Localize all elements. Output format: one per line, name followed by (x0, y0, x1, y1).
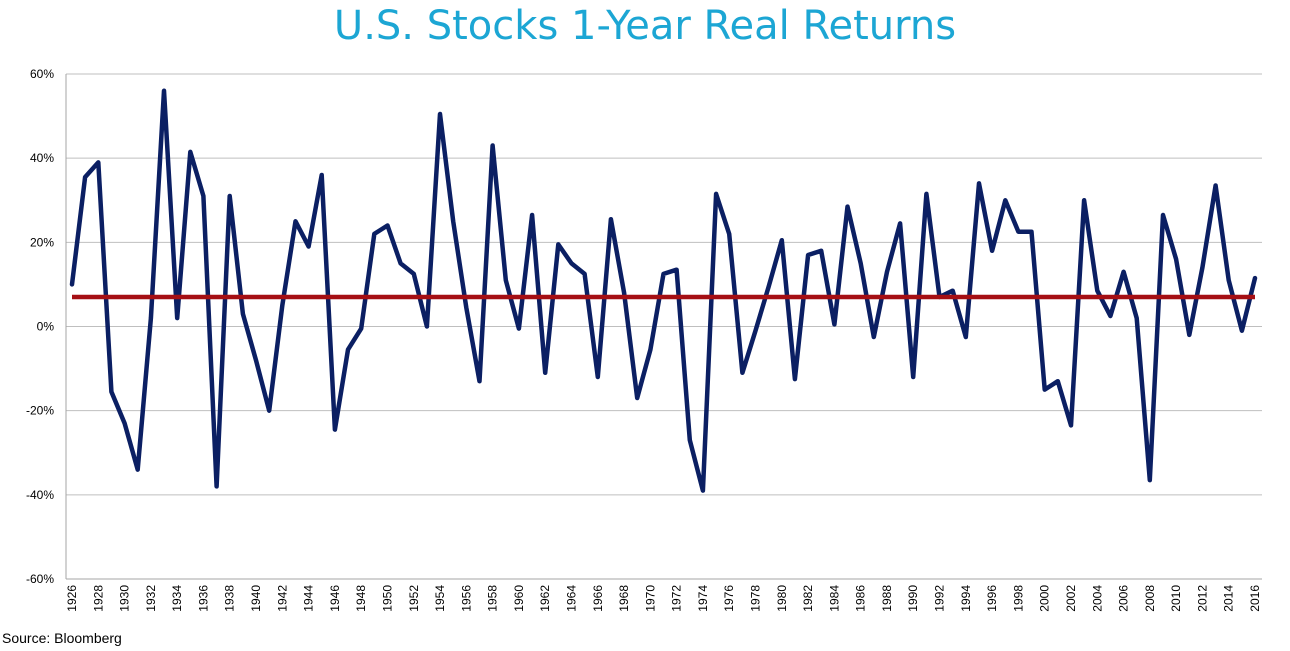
x-tick-label: 1962 (538, 585, 552, 612)
x-tick-label: 1964 (564, 585, 578, 612)
x-tick-label: 1936 (196, 585, 210, 612)
x-tick-label: 1968 (617, 585, 631, 612)
x-tick-label: 1938 (223, 585, 237, 612)
x-tick-label: 1958 (486, 585, 500, 612)
x-tick-label: 1976 (722, 585, 736, 612)
x-tick-label: 1998 (1011, 585, 1025, 612)
y-tick-label: 20% (30, 235, 54, 249)
x-tick-label: 2002 (1064, 585, 1078, 612)
x-tick-label: 1934 (170, 585, 184, 612)
x-tick-label: 1966 (591, 585, 605, 612)
x-tick-label: 1956 (459, 585, 473, 612)
y-tick-label: 0% (37, 320, 55, 334)
x-tick-label: 1928 (91, 585, 105, 612)
x-tick-label: 2012 (1195, 585, 1209, 612)
x-tick-label: 1978 (749, 585, 763, 612)
x-tick-label: 1970 (643, 585, 657, 612)
x-tick-label: 1972 (670, 585, 684, 612)
x-tick-label: 1982 (801, 585, 815, 612)
x-tick-label: 1986 (854, 585, 868, 612)
x-tick-label: 1930 (118, 585, 132, 612)
x-tick-label: 1952 (407, 585, 421, 612)
x-tick-label: 1948 (354, 585, 368, 612)
x-tick-label: 2008 (1143, 585, 1157, 612)
x-tick-label: 1944 (302, 585, 316, 612)
x-tick-label: 2014 (1222, 585, 1236, 612)
x-tick-label: 1942 (275, 585, 289, 612)
x-tick-label: 2010 (1169, 585, 1183, 612)
x-tick-label: 1926 (65, 585, 79, 612)
x-tick-label: 2000 (1038, 585, 1052, 612)
chart-title: U.S. Stocks 1-Year Real Returns (333, 3, 957, 49)
x-tick-label: 1990 (906, 585, 920, 612)
y-tick-label: -60% (26, 572, 54, 586)
x-tick-label: 2004 (1090, 585, 1104, 612)
axes (65, 74, 1262, 580)
x-tick-label: 1954 (433, 585, 447, 612)
y-tick-label: -20% (26, 404, 54, 418)
y-tick-label: 40% (30, 151, 54, 165)
x-tick-label: 1960 (512, 585, 526, 612)
x-axis-tick-labels: 1926 1928 1930 1932 1934 1936 1938 1940 1942 1944… (65, 585, 1262, 612)
source-note: Source: Bloomberg (2, 630, 122, 646)
line-chart: 60% 40% 20% 0% -20% -40% -60% 1926 1928 1930 1932… (26, 67, 1262, 612)
x-tick-label: 1996 (985, 585, 999, 612)
returns-series-line (69, 88, 1258, 493)
y-tick-label: -40% (26, 488, 54, 502)
x-tick-label: 1974 (696, 585, 710, 612)
y-tick-label: 60% (30, 67, 54, 81)
x-tick-label: 1988 (880, 585, 894, 612)
series-layer (69, 88, 1258, 493)
x-tick-label: 1940 (249, 585, 263, 612)
x-tick-label: 1932 (144, 585, 158, 612)
x-tick-label: 2006 (1117, 585, 1131, 612)
x-tick-label: 1950 (380, 585, 394, 612)
x-tick-label: 1994 (959, 585, 973, 612)
x-tick-label: 2016 (1248, 585, 1262, 612)
y-axis-tick-labels: 60% 40% 20% 0% -20% -40% -60% (26, 67, 54, 586)
x-tick-label: 1946 (328, 585, 342, 612)
x-tick-label: 1980 (775, 585, 789, 612)
x-tick-label: 1984 (827, 585, 841, 612)
x-tick-label: 1992 (933, 585, 947, 612)
